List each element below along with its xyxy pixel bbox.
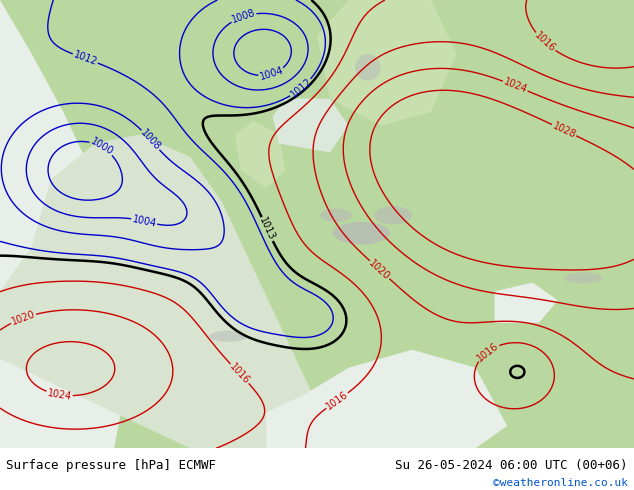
Text: 1012: 1012 [72, 49, 98, 68]
Polygon shape [317, 0, 456, 125]
Ellipse shape [564, 272, 602, 284]
Text: 1020: 1020 [367, 258, 392, 282]
Ellipse shape [209, 331, 247, 342]
Ellipse shape [374, 206, 412, 224]
Text: 1024: 1024 [46, 388, 72, 402]
Text: 1020: 1020 [10, 309, 37, 327]
Text: 1016: 1016 [228, 361, 252, 386]
Polygon shape [495, 282, 558, 323]
Text: Su 26-05-2024 06:00 UTC (00+06): Su 26-05-2024 06:00 UTC (00+06) [395, 459, 628, 471]
Text: Surface pressure [hPa] ECMWF: Surface pressure [hPa] ECMWF [6, 459, 216, 471]
Text: 1028: 1028 [551, 121, 578, 140]
Ellipse shape [355, 54, 380, 81]
Ellipse shape [333, 222, 390, 245]
Polygon shape [266, 350, 507, 448]
Text: 1016: 1016 [533, 30, 557, 54]
Text: 1004: 1004 [131, 214, 157, 229]
Polygon shape [235, 121, 285, 188]
Text: 1012: 1012 [288, 76, 314, 100]
Polygon shape [0, 135, 317, 448]
Text: 1008: 1008 [139, 127, 162, 152]
Polygon shape [273, 98, 349, 152]
Text: 1024: 1024 [502, 77, 529, 95]
Text: 1004: 1004 [258, 66, 285, 82]
Text: 1008: 1008 [230, 8, 257, 25]
Text: 1016: 1016 [475, 341, 500, 363]
Polygon shape [0, 0, 139, 448]
Text: 1000: 1000 [89, 137, 115, 158]
Text: 1013: 1013 [257, 216, 277, 242]
Ellipse shape [320, 208, 352, 222]
Text: ©weatheronline.co.uk: ©weatheronline.co.uk [493, 478, 628, 488]
Text: 1016: 1016 [324, 390, 350, 412]
